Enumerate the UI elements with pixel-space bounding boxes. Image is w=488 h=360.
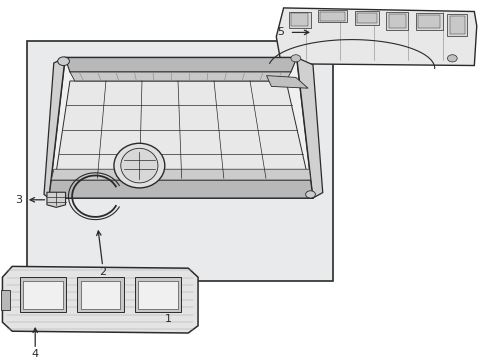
Bar — [23, 281, 62, 309]
Circle shape — [290, 55, 300, 62]
Bar — [27, 41, 332, 281]
Bar — [81, 281, 120, 309]
Text: 5: 5 — [277, 27, 284, 37]
Bar — [354, 11, 378, 25]
Bar — [138, 281, 178, 309]
Polygon shape — [70, 72, 290, 81]
Circle shape — [58, 57, 69, 66]
Text: 2: 2 — [99, 267, 106, 277]
Polygon shape — [1, 290, 10, 310]
Bar — [417, 15, 439, 28]
Bar — [320, 12, 344, 21]
Bar — [77, 277, 123, 312]
Polygon shape — [2, 266, 198, 333]
Polygon shape — [49, 180, 312, 198]
Polygon shape — [266, 76, 307, 88]
Bar — [317, 10, 346, 22]
Polygon shape — [51, 169, 310, 180]
Bar — [447, 14, 466, 36]
Bar — [290, 13, 307, 26]
Ellipse shape — [114, 143, 164, 188]
Polygon shape — [296, 58, 322, 198]
Bar — [288, 12, 310, 28]
Text: 4: 4 — [32, 349, 39, 359]
Text: 1: 1 — [165, 314, 172, 324]
Bar — [415, 13, 442, 30]
Bar — [356, 13, 376, 23]
Text: 3: 3 — [15, 195, 22, 205]
Bar — [386, 12, 407, 30]
Polygon shape — [49, 58, 312, 198]
Bar — [135, 277, 181, 312]
Circle shape — [305, 191, 315, 198]
Ellipse shape — [121, 148, 158, 183]
Polygon shape — [276, 8, 476, 66]
Bar — [20, 277, 66, 312]
Bar — [449, 16, 464, 34]
Bar — [388, 14, 405, 28]
Polygon shape — [55, 81, 307, 178]
Polygon shape — [65, 58, 296, 72]
Polygon shape — [44, 58, 65, 198]
Circle shape — [447, 55, 456, 62]
Polygon shape — [47, 192, 65, 207]
